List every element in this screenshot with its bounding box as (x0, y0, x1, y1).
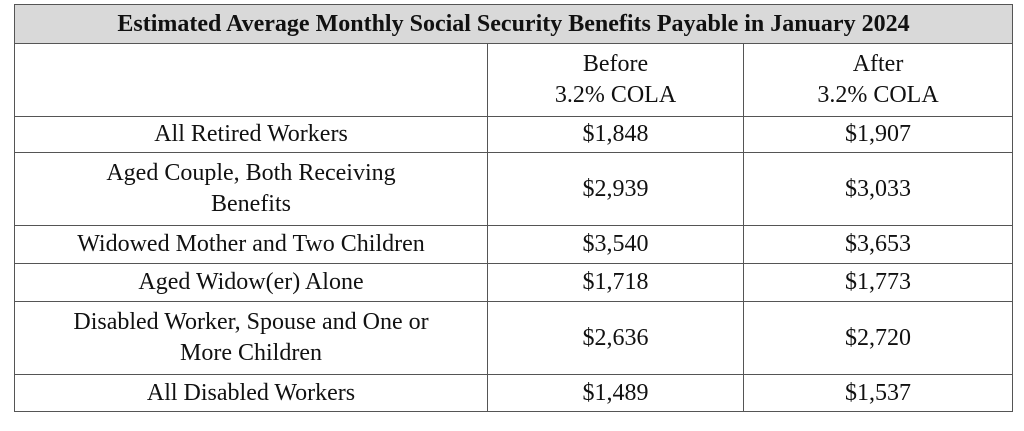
cell-line: Aged Couple, Both Receiving (106, 160, 396, 186)
table-row: Aged Couple, Both Receiving Benefits $2,93… (14, 152, 1014, 226)
value-cell: $2,636 (487, 301, 744, 375)
row-label: Disabled Worker, Spouse and One or More C… (14, 301, 488, 375)
value-cell: $2,939 (487, 152, 744, 226)
value-cell: $1,848 (487, 116, 744, 153)
cell-line: After (852, 51, 904, 77)
header-row: Before 3.2% COLA After 3.2% COLA (14, 43, 1014, 117)
value-cell: $1,718 (487, 263, 744, 302)
cell-line: Benefits (211, 191, 291, 217)
header-cell (14, 43, 488, 117)
table-row: All Disabled Workers $1,489 $1,537 (14, 374, 1014, 412)
cell-line: Before (582, 51, 649, 77)
cell-line: Aged Widow(er) Alone (138, 269, 364, 295)
table-row: Aged Widow(er) Alone $1,718 $1,773 (14, 263, 1014, 302)
cell-line: 3.2% COLA (817, 82, 939, 108)
title-row: Estimated Average Monthly Social Securit… (13, 4, 1014, 44)
cell-line: Disabled Worker, Spouse and One or (73, 309, 429, 335)
value-cell: $1,537 (742, 374, 1014, 412)
row-label: Aged Widow(er) Alone (14, 263, 488, 302)
value-cell: $3,033 (742, 152, 1014, 226)
table-row: Disabled Worker, Spouse and One or More C… (14, 301, 1014, 375)
table-row: All Retired Workers $1,848 $1,907 (14, 116, 1014, 153)
cell-line: Widowed Mother and Two Children (77, 231, 425, 257)
table-body: Estimated Average Monthly Social Securit… (13, 4, 1014, 412)
value-cell: $2,720 (742, 301, 1014, 375)
header-cell: Before 3.2% COLA (487, 43, 744, 117)
value-cell: $3,653 (742, 225, 1014, 264)
cell-line: More Children (180, 340, 322, 366)
table-row: Widowed Mother and Two Children $3,540 $3,… (14, 225, 1014, 264)
cell-line: All Disabled Workers (146, 379, 356, 406)
value-cell: $1,907 (742, 116, 1014, 153)
value-cell: $1,773 (742, 263, 1014, 302)
row-label: Aged Couple, Both Receiving Benefits (14, 152, 488, 226)
row-label: All Disabled Workers (14, 374, 488, 412)
cell-line: All Retired Workers (154, 121, 348, 147)
value-cell: $3,540 (487, 225, 744, 264)
row-label: All Retired Workers (14, 116, 488, 153)
table-title: Estimated Average Monthly Social Securit… (13, 4, 1014, 44)
benefits-table: Estimated Average Monthly Social Securit… (13, 4, 1014, 412)
cell-line: 3.2% COLA (554, 82, 677, 108)
row-label: Widowed Mother and Two Children (14, 225, 488, 264)
header-cell: After 3.2% COLA (742, 43, 1014, 117)
value-cell: $1,489 (487, 374, 744, 412)
